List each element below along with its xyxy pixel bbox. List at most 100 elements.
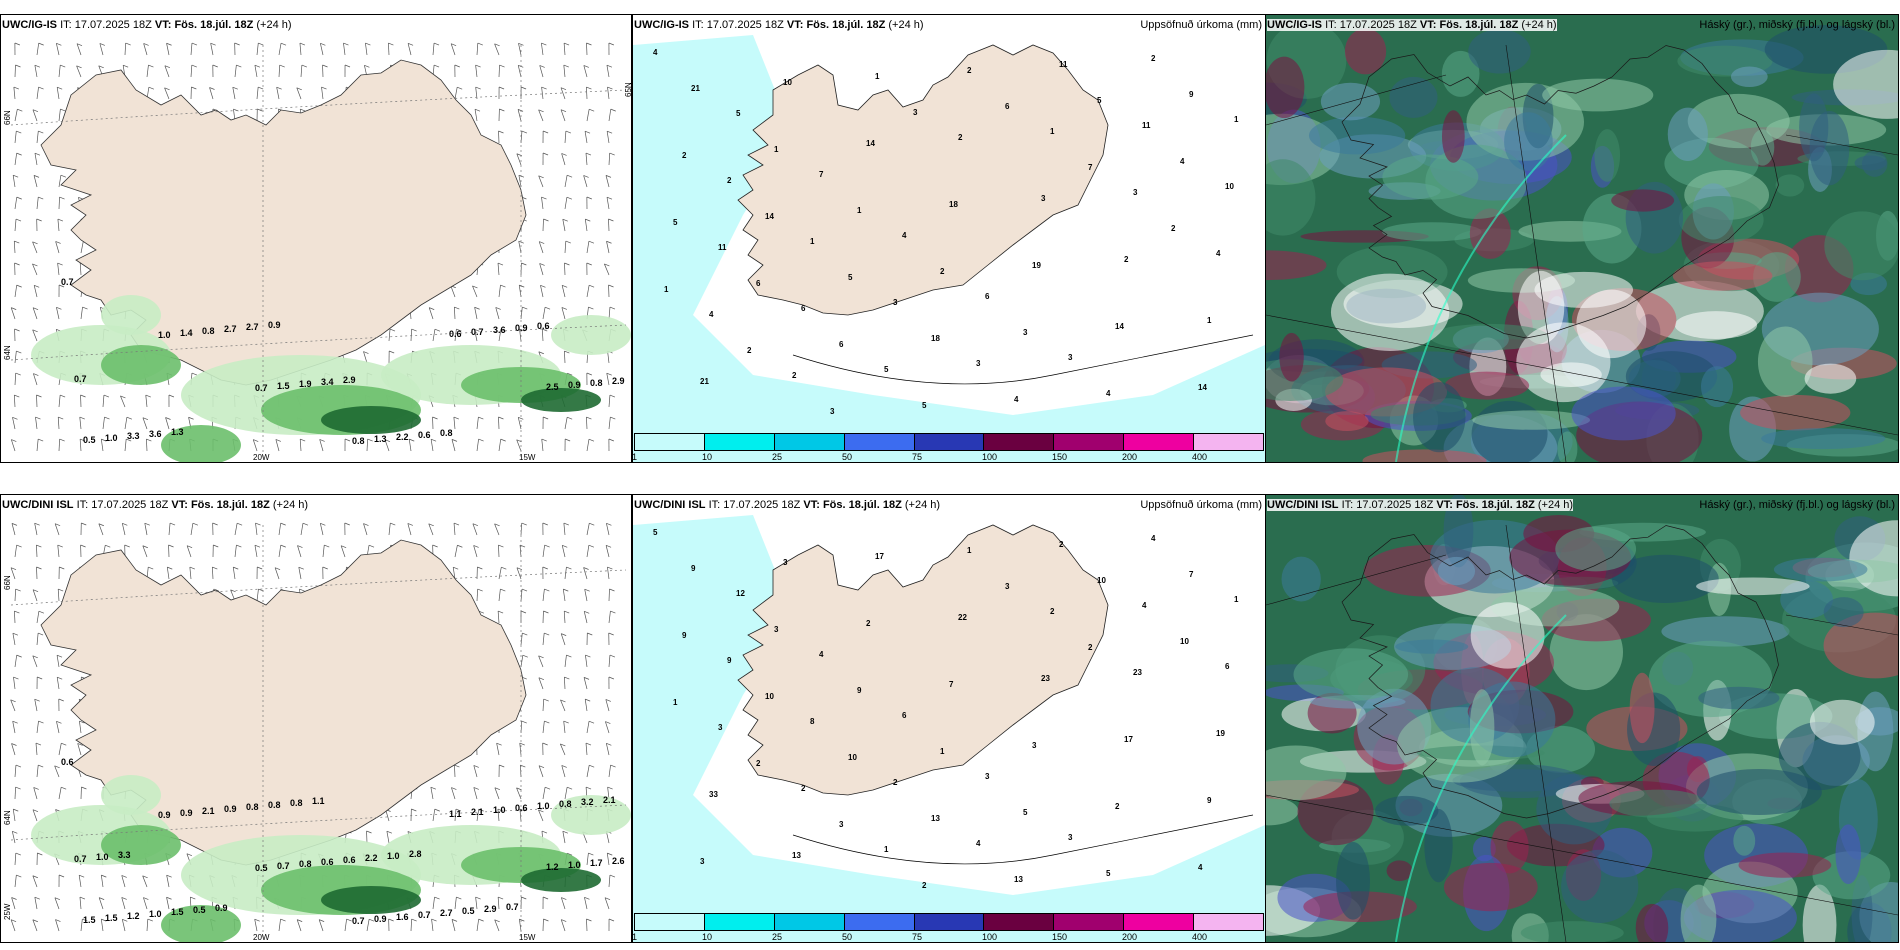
wind-barb [560, 897, 566, 910]
wind-barb-flag [609, 306, 616, 310]
legend-swatch [844, 434, 915, 450]
wind-barb-flag [454, 764, 460, 768]
wind-barb-flag [433, 42, 440, 46]
wind-barb-flag [13, 174, 19, 178]
wind-barb [33, 175, 38, 188]
wind-barb-flag [145, 394, 151, 398]
wind-barb-flag [606, 240, 612, 244]
wind-barb-flag [58, 416, 64, 420]
wind-barb-flag [521, 720, 527, 724]
wind-barb-flag [429, 307, 435, 310]
wind-barb [474, 329, 478, 342]
grid-line [1785, 134, 1898, 156]
wind-barb-flag [477, 588, 483, 592]
cloud-blob [1386, 860, 1413, 882]
wind-barb [143, 897, 148, 910]
accum-value-label: 23 [1041, 674, 1050, 683]
wind-barb-flag [142, 875, 148, 879]
wind-barb [54, 897, 60, 910]
panel-header: UWC/IG-IS IT: 17.07.2025 18Z VT: Fös. 18… [1267, 19, 1557, 31]
accum-value-label: 10 [1097, 576, 1106, 585]
wind-barb [563, 611, 566, 624]
wind-barb-flag [563, 588, 569, 592]
wind-barb-flag [604, 263, 610, 267]
it-value: 17.07.2025 18Z [91, 499, 169, 511]
wind-barb-flag [212, 566, 218, 570]
wind-barb-flag [434, 808, 440, 812]
lat-label-25w: 25W [3, 903, 12, 920]
cloud-blob [1266, 250, 1327, 281]
grid-line [10, 89, 627, 126]
legend-swatch [984, 434, 1055, 450]
wind-barb [278, 545, 282, 558]
panel-cloud-dini: UWC/DINI ISL IT: 17.07.2025 18Z VT: Fös.… [1265, 494, 1899, 943]
wind-barb [541, 329, 544, 342]
wind-barb [55, 241, 60, 254]
wind-barb-flag [589, 764, 595, 768]
wind-barb [607, 787, 610, 800]
wind-barb [564, 241, 567, 254]
wind-barb-flag [36, 544, 42, 548]
wind-barb [300, 523, 304, 536]
wind-barb [363, 351, 368, 364]
accum-value-label: 13 [792, 851, 801, 860]
wind-barb-flag [564, 262, 570, 266]
wind-barb [519, 809, 522, 822]
wind-barb-flag [32, 307, 39, 310]
wind-barb [14, 351, 17, 364]
wind-barb [583, 175, 588, 188]
wind-barb [451, 439, 456, 452]
wind-barb-flag [146, 438, 152, 442]
wind-barb-flag [164, 87, 170, 91]
precip-value-label: 0.6 [61, 757, 74, 767]
wind-barb [562, 219, 566, 232]
wind-barb-flag [38, 196, 44, 200]
wind-barb [32, 875, 38, 888]
wind-barb-flag [538, 809, 544, 813]
wind-barb-flag [500, 438, 506, 442]
wind-barb [541, 43, 544, 56]
wind-barb-flag [478, 438, 484, 442]
wind-barb [407, 523, 412, 536]
wind-barb-flag [519, 808, 526, 812]
wind-barb-flag [497, 808, 504, 812]
cloud-blob [1661, 616, 1790, 647]
cloud-blob [1678, 196, 1764, 244]
wind-barb [186, 545, 192, 558]
wind-barb-flag [299, 42, 306, 46]
cloud-blob [1700, 366, 1734, 408]
wind-barb [142, 875, 148, 888]
cloud-blob [1293, 648, 1409, 701]
accum-value-label: 3 [1133, 188, 1138, 197]
wind-barb-flag [474, 328, 480, 332]
wind-barb [520, 523, 523, 536]
precip-value-label: 0.8 [246, 802, 259, 812]
wind-barb [14, 588, 17, 602]
map-canvas: 0.7 1.0 0.7 0.8 0.6 2.5 0.5 1.4 1.5 1.3 0.7 0.9 1.0 0… [1, 15, 631, 462]
wind-barb [498, 589, 501, 602]
wind-barb-flag [451, 439, 458, 442]
precip-value-label: 2.9 [612, 376, 625, 386]
wind-barb-flag [366, 830, 372, 834]
legend-tick-label: 100 [982, 932, 998, 942]
wind-barb [608, 417, 611, 430]
wind-barb-flag [585, 218, 591, 222]
wind-barb [102, 395, 105, 408]
accum-value-label: 3 [1023, 328, 1028, 337]
wind-barb-flag [605, 721, 611, 724]
cloud-blob [1740, 394, 1851, 431]
wind-barb-flag [562, 218, 568, 222]
cloud-blob [1823, 612, 1898, 679]
wind-barb-flag [388, 42, 394, 46]
wind-barb [586, 545, 590, 558]
legend-ticks: 1 10 25 50 75 100 150 200 400 [633, 931, 1264, 942]
wind-barb [605, 175, 610, 188]
wind-barb [586, 42, 588, 56]
lat-lon-grid [10, 45, 627, 460]
wind-barb [605, 699, 610, 712]
legend-swatch [774, 914, 845, 930]
wind-barb-flag [15, 218, 22, 222]
cloud-blob [1696, 768, 1822, 815]
wind-barb-flag [544, 786, 551, 790]
precip-legend: 1 10 25 50 75 100 150 200 400 [633, 913, 1264, 942]
